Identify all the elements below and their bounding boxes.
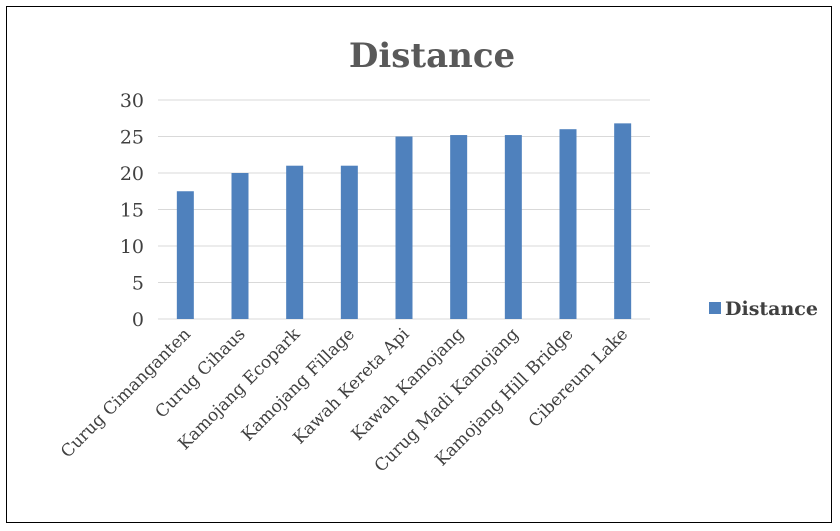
bar [176, 191, 194, 319]
bar [559, 129, 577, 319]
bar [450, 135, 468, 319]
chart-frame: Distance 0 5 10 15 20 25 30 Curug Cimanganten C… [6, 6, 832, 523]
bars [176, 123, 632, 319]
y-tick-label: 30 [120, 90, 144, 112]
legend: Distance [709, 298, 818, 320]
bar-chart: Distance 0 5 10 15 20 25 30 Curug CimangantenC… [57, 36, 818, 477]
y-tick-label: 20 [120, 163, 144, 185]
chart-title: Distance [349, 36, 515, 76]
bar [231, 173, 249, 319]
bar [395, 136, 413, 319]
y-tick-label: 5 [132, 273, 144, 295]
legend-label: Distance [725, 298, 818, 320]
y-tick-label: 10 [120, 236, 144, 258]
bar [286, 165, 304, 319]
y-tick-label: 0 [132, 309, 144, 331]
y-tick-label: 25 [120, 127, 144, 149]
y-axis-ticks: 0 5 10 15 20 25 30 [120, 90, 144, 331]
y-tick-label: 15 [120, 200, 144, 222]
x-category-label: Cibereum Lake [525, 324, 632, 431]
legend-swatch [709, 302, 721, 314]
bar [614, 123, 632, 319]
bar [504, 135, 522, 319]
bar [340, 165, 358, 319]
